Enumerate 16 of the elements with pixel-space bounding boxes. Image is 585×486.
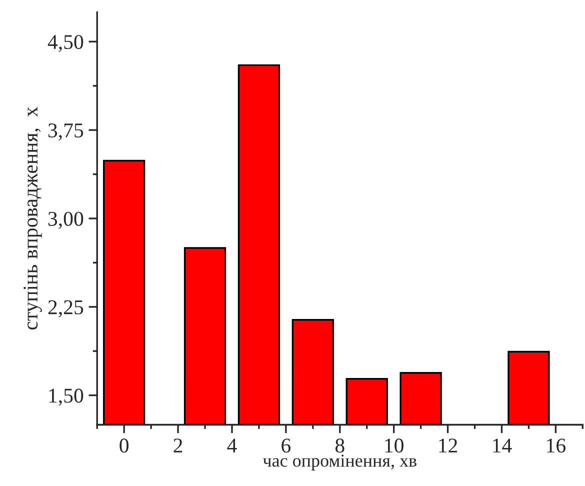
x-axis-title: час опромінення, хв xyxy=(262,454,416,470)
y-tick-label: 1,50 xyxy=(49,388,84,406)
y-axis-title: ступінь впровадження, x xyxy=(24,106,42,330)
y-tick-label: 4,50 xyxy=(48,34,84,52)
x-tick-label: 16 xyxy=(547,438,566,453)
y-tick-label: 2,25 xyxy=(48,300,84,318)
x-tick-label: 14 xyxy=(493,438,512,452)
x-tick-label: 12 xyxy=(439,438,458,452)
x-tick-label: 2 xyxy=(174,438,182,452)
x-tick-label: 0 xyxy=(120,438,128,453)
x-tick-label: 8 xyxy=(335,438,344,453)
y-tick-label: 3,00 xyxy=(48,212,84,229)
y-tick-label: 3,75 xyxy=(48,123,84,140)
x-tick-label: 4 xyxy=(227,438,237,452)
x-tick-label: 10 xyxy=(385,438,404,453)
x-tick-label: 6 xyxy=(282,438,291,453)
